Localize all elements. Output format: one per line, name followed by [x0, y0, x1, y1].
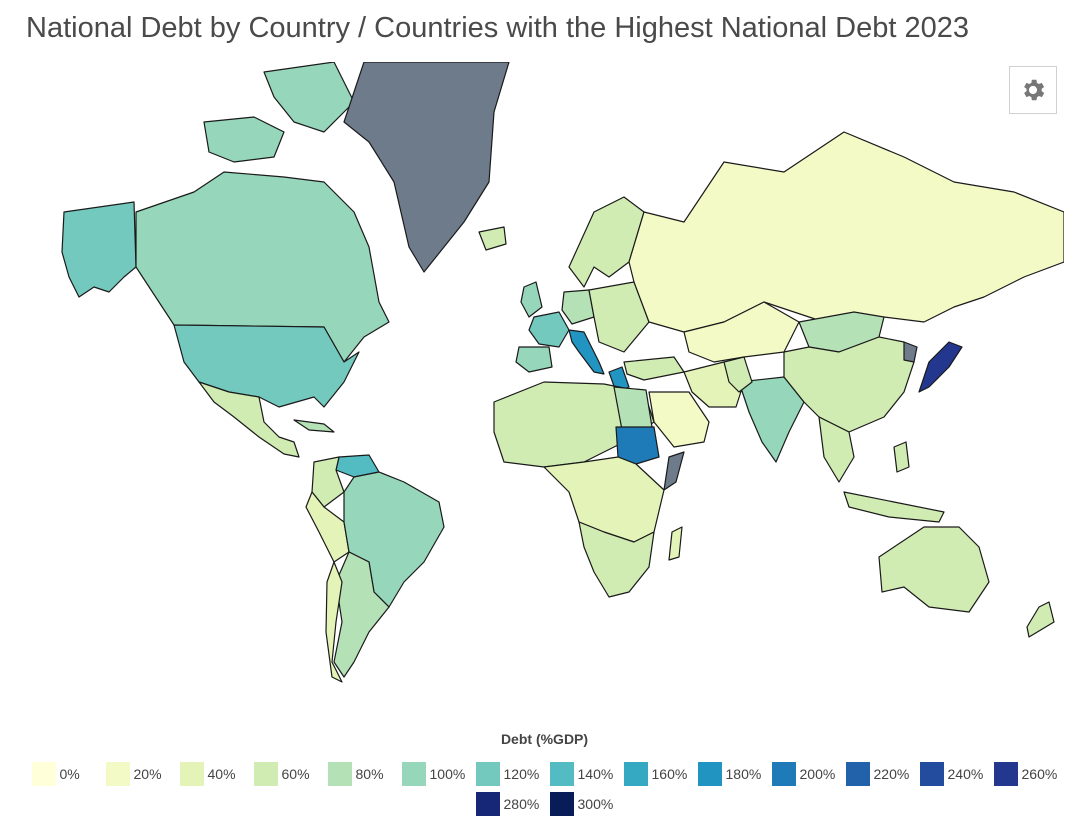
country-madagascar[interactable]: [668, 526, 683, 561]
legend-item[interactable]: 120%: [475, 762, 540, 786]
country-canada-islands-2[interactable]: [263, 62, 355, 133]
settings-button[interactable]: [1009, 66, 1057, 114]
country-peru[interactable]: [305, 491, 350, 563]
country-argentina[interactable]: [333, 551, 390, 678]
legend-label: 120%: [503, 766, 540, 782]
legend-label: 280%: [503, 796, 540, 812]
country-sudan[interactable]: [615, 426, 660, 465]
country-france[interactable]: [528, 311, 570, 348]
legend-item[interactable]: 300%: [549, 792, 614, 816]
country-chile[interactable]: [325, 561, 343, 683]
legend-label: 180%: [725, 766, 762, 782]
country-australia[interactable]: [878, 526, 990, 613]
legend-label: 0%: [59, 766, 80, 782]
legend-swatch: [623, 762, 648, 786]
legend-swatch: [31, 762, 56, 786]
country-central-africa[interactable]: [543, 456, 665, 543]
legend-label: 40%: [207, 766, 236, 782]
legend-swatch: [771, 762, 796, 786]
country-greenland[interactable]: [343, 62, 510, 273]
legend-label: 240%: [947, 766, 984, 782]
country-spain[interactable]: [515, 346, 553, 373]
legend-item[interactable]: 60%: [253, 762, 318, 786]
country-saudi-arabia[interactable]: [648, 391, 710, 448]
legend-item[interactable]: 100%: [401, 762, 466, 786]
legend-title: Debt (%GDP): [500, 731, 589, 747]
legend-label: 140%: [577, 766, 614, 782]
legend-item[interactable]: 40%: [179, 762, 244, 786]
legend-swatch: [179, 762, 204, 786]
world-choropleth-map[interactable]: [24, 62, 1064, 702]
legend-swatch: [845, 762, 870, 786]
legend-swatch: [253, 762, 278, 786]
legend-item[interactable]: 140%: [549, 762, 614, 786]
legend-swatch: [401, 762, 426, 786]
legend-item[interactable]: 180%: [697, 762, 762, 786]
gear-icon: [1024, 79, 1045, 101]
legend-swatch: [549, 792, 574, 816]
country-iceland[interactable]: [478, 226, 507, 251]
legend-row: 0% 20% 40% 60% 80% 100% 120% 140% 160% 180% 200% 22…: [0, 762, 1089, 786]
legend-swatch: [475, 762, 500, 786]
country-japan[interactable]: [918, 341, 963, 393]
legend-item[interactable]: 80%: [327, 762, 392, 786]
country-alaska[interactable]: [61, 201, 137, 298]
country-indonesia[interactable]: [843, 491, 945, 523]
country-uk[interactable]: [520, 281, 543, 318]
legend-row: 280% 300%: [0, 792, 1089, 816]
legend-swatch: [993, 762, 1018, 786]
legend-label: 160%: [651, 766, 688, 782]
country-italy[interactable]: [568, 329, 605, 375]
legend-item[interactable]: 240%: [919, 762, 984, 786]
country-china[interactable]: [783, 336, 915, 433]
country-southern-africa[interactable]: [578, 521, 655, 598]
page-title: National Debt by Country / Countries wit…: [26, 12, 970, 44]
legend-label: 60%: [281, 766, 310, 782]
legend-swatch: [919, 762, 944, 786]
legend-item[interactable]: 260%: [993, 762, 1058, 786]
legend-label: 220%: [873, 766, 910, 782]
legend-swatch: [105, 762, 130, 786]
legend-item[interactable]: 220%: [845, 762, 910, 786]
legend-label: 260%: [1021, 766, 1058, 782]
country-new-zealand[interactable]: [1026, 601, 1055, 638]
legend-swatch: [697, 762, 722, 786]
legend-item[interactable]: 20%: [105, 762, 170, 786]
legend-swatch: [327, 762, 352, 786]
country-southeast-asia[interactable]: [818, 416, 855, 483]
country-somalia[interactable]: [663, 451, 685, 491]
country-germany[interactable]: [561, 289, 595, 325]
country-philippines[interactable]: [893, 441, 910, 473]
legend-item[interactable]: 200%: [771, 762, 836, 786]
legend-label: 100%: [429, 766, 466, 782]
country-turkey[interactable]: [623, 356, 685, 381]
country-cuba[interactable]: [293, 419, 335, 433]
country-pakistan[interactable]: [723, 356, 753, 393]
legend-item[interactable]: 280%: [475, 792, 540, 816]
country-mexico[interactable]: [198, 381, 300, 458]
country-russia[interactable]: [628, 131, 1064, 333]
country-north-korea[interactable]: [903, 341, 918, 363]
legend-item[interactable]: 0%: [31, 762, 96, 786]
legend-label: 300%: [577, 796, 614, 812]
legend-swatch: [549, 762, 574, 786]
country-canada-islands[interactable]: [203, 116, 285, 163]
legend-label: 80%: [355, 766, 384, 782]
legend-label: 20%: [133, 766, 162, 782]
legend-swatch: [475, 792, 500, 816]
legend-item[interactable]: 160%: [623, 762, 688, 786]
legend-label: 200%: [799, 766, 836, 782]
